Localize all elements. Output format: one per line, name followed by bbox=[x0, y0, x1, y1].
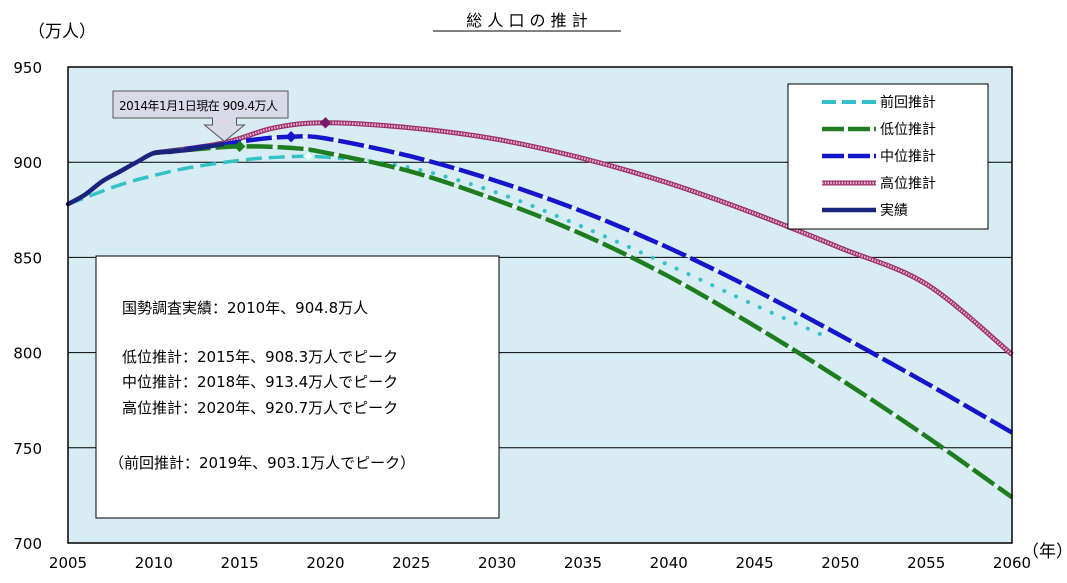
annotation-line: 中位推計：2018年、913.4万人でピーク bbox=[122, 373, 398, 391]
annotation-line: （前回推計：2019年、903.1万人でピーク） bbox=[109, 454, 415, 472]
series-line-3-hatch bbox=[153, 121, 1013, 356]
legend-label: 実績 bbox=[880, 203, 908, 219]
y-tick-label: 800 bbox=[13, 345, 42, 363]
legend-label: 高位推計 bbox=[880, 175, 936, 192]
series-line-1 bbox=[153, 144, 1014, 500]
x-axis-label: （年） bbox=[1022, 542, 1067, 562]
series-line-4 bbox=[65, 142, 225, 207]
peak-marker-1 bbox=[285, 130, 297, 143]
x-tick-label: 2015 bbox=[221, 554, 259, 572]
legend-label: 前回推計 bbox=[880, 94, 936, 111]
y-tick-label: 850 bbox=[13, 249, 42, 267]
plot-frame bbox=[67, 66, 1013, 544]
x-tick-label: 2020 bbox=[306, 554, 344, 572]
x-tick-label: 2040 bbox=[650, 554, 688, 572]
y-tick-label: 750 bbox=[13, 440, 42, 458]
legend-label: 中位推計 bbox=[880, 149, 936, 165]
peak-marker-2 bbox=[319, 117, 332, 129]
callout-box bbox=[112, 90, 289, 142]
x-tick-label: 2005 bbox=[49, 554, 87, 572]
annotation-line: 国勢調査実績：2010年、904.8万人 bbox=[122, 299, 368, 317]
x-tick-label: 2010 bbox=[135, 554, 173, 572]
x-tick-label: 2030 bbox=[478, 554, 516, 572]
callout-text: 2014年1月1日現在 909.4万人 bbox=[119, 99, 278, 113]
x-tick-label: 2055 bbox=[907, 554, 945, 572]
y-tick-label: 700 bbox=[13, 535, 42, 553]
x-tick-label: 2045 bbox=[735, 554, 773, 572]
y-axis-label: （万人） bbox=[28, 22, 96, 42]
peak-marker-3 bbox=[302, 150, 314, 163]
x-tick-label: 2050 bbox=[821, 554, 859, 572]
chart-title: 総 人 口 の 推 計 bbox=[466, 11, 587, 30]
x-tick-label: 2025 bbox=[392, 554, 430, 572]
x-tick-label: 2060 bbox=[993, 554, 1031, 572]
annotation-box bbox=[95, 255, 500, 519]
y-tick-label: 950 bbox=[13, 59, 42, 77]
annotation-line: 高位推計：2020年、920.7万人でピーク bbox=[122, 399, 398, 417]
series-line-2 bbox=[153, 133, 1014, 435]
legend-label: 低位推計 bbox=[880, 122, 936, 138]
y-tick-label: 900 bbox=[13, 154, 42, 172]
x-tick-label: 2035 bbox=[564, 554, 602, 572]
peak-marker-0 bbox=[233, 140, 246, 153]
legend-box bbox=[787, 83, 989, 230]
annotation-line: 低位推計：2015年、908.3万人でピーク bbox=[122, 348, 398, 366]
